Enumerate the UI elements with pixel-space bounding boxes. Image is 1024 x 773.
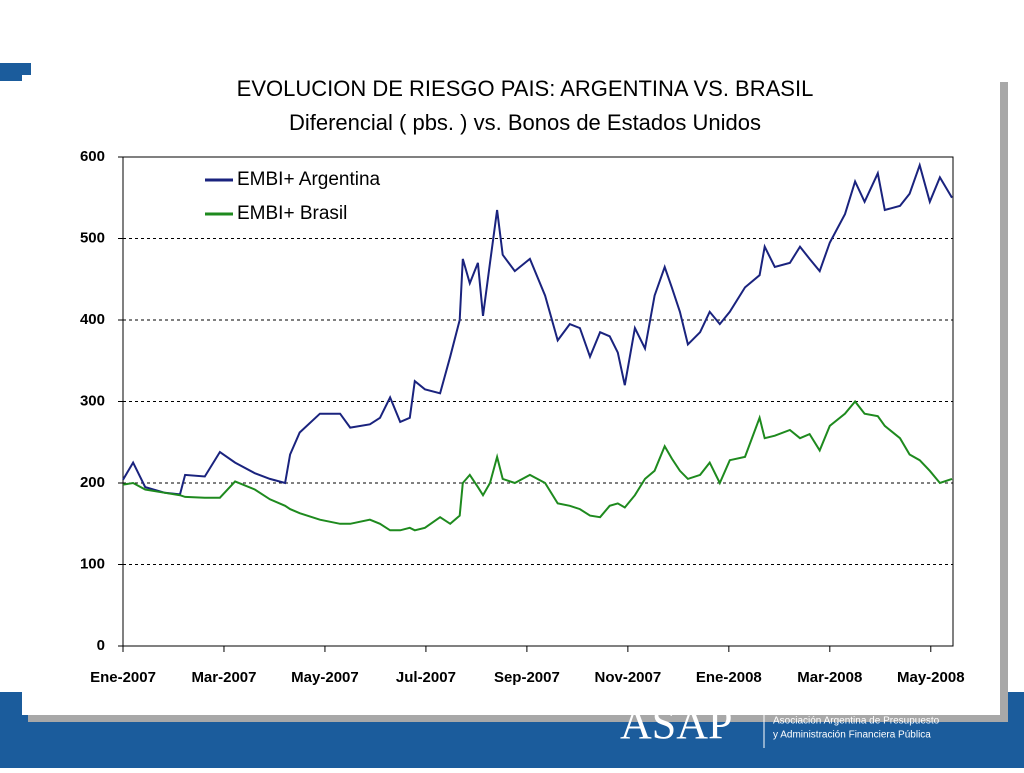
logo: ASAP xyxy=(620,699,733,748)
legend-label: EMBI+ Argentina xyxy=(237,169,381,190)
x-tick-label: Mar-2008 xyxy=(797,669,862,686)
y-tick-label: 200 xyxy=(80,474,105,491)
x-tick-label: Nov-2007 xyxy=(595,669,662,686)
y-tick-label: 400 xyxy=(80,311,105,328)
chart-title: EVOLUCION DE RIESGO PAIS: ARGENTINA VS. … xyxy=(237,76,814,101)
chart-subtitle: Diferencial ( pbs. ) vs. Bonos de Estado… xyxy=(289,110,761,135)
legend-label: EMBI+ Brasil xyxy=(237,203,347,224)
x-tick-label: Ene-2008 xyxy=(696,669,762,686)
org-name: Asociación Argentina de Presupuesto xyxy=(773,716,940,727)
org-name: y Administración Financiera Pública xyxy=(773,730,931,741)
y-tick-label: 0 xyxy=(97,637,105,654)
x-tick-label: Ene-2007 xyxy=(90,669,156,686)
x-tick-label: May-2007 xyxy=(291,669,359,686)
series-line xyxy=(122,399,953,532)
chart-frame xyxy=(22,75,1000,715)
y-tick-label: 500 xyxy=(80,229,105,246)
y-tick-label: 300 xyxy=(80,392,105,409)
y-tick-label: 100 xyxy=(80,555,105,572)
x-tick-label: Jul-2007 xyxy=(396,669,456,686)
x-tick-label: Mar-2007 xyxy=(191,669,256,686)
x-tick-label: Sep-2007 xyxy=(494,669,560,686)
plot-border xyxy=(122,156,954,647)
x-tick-label: May-2008 xyxy=(897,669,965,686)
series-line xyxy=(122,161,953,496)
y-tick-label: 600 xyxy=(80,148,105,165)
